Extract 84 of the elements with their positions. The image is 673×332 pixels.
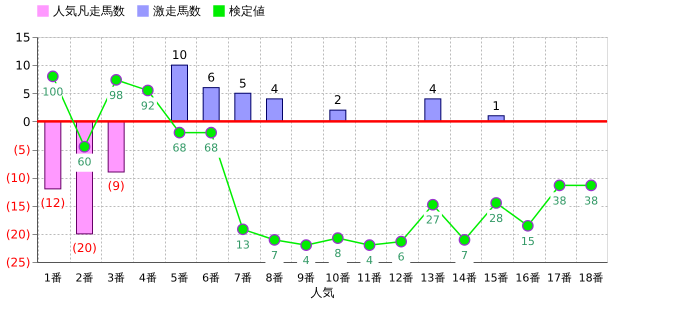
data-label: 6 bbox=[398, 250, 405, 264]
data-label: 5 bbox=[239, 76, 247, 90]
data-label: 68 bbox=[204, 142, 218, 155]
bar bbox=[424, 98, 442, 122]
data-label: 2 bbox=[334, 93, 342, 108]
legend-label: 検定値 bbox=[229, 4, 265, 18]
x-tick-label: 4番 bbox=[138, 272, 157, 284]
point bbox=[332, 232, 344, 244]
legend-label: 激走馬数 bbox=[153, 4, 201, 18]
data-label: (12) bbox=[40, 196, 66, 210]
data-label: 10 bbox=[172, 48, 188, 62]
data-label: (9) bbox=[108, 179, 125, 193]
point bbox=[205, 126, 218, 138]
y-tick-label: (10) bbox=[6, 171, 30, 186]
y-tick-label: (15) bbox=[6, 199, 30, 214]
x-tick-label: 6番 bbox=[202, 272, 220, 284]
data-label: 4 bbox=[302, 254, 310, 268]
y-tick-label: 10 bbox=[15, 58, 30, 73]
data-label: 92 bbox=[140, 99, 155, 112]
x-tick-label: 15番 bbox=[484, 272, 509, 284]
legend-label: 人気凡走馬数 bbox=[53, 4, 125, 18]
data-label: 1 bbox=[492, 98, 500, 113]
data-label: 38 bbox=[584, 194, 598, 208]
point bbox=[522, 220, 534, 232]
bar bbox=[202, 87, 220, 122]
y-tick-label: (5) bbox=[14, 143, 30, 157]
x-tick-label: 10番 bbox=[325, 272, 350, 284]
y-tick-label: 0 bbox=[22, 114, 30, 129]
point bbox=[110, 74, 122, 86]
bar bbox=[266, 98, 283, 122]
y-tick-label: (25) bbox=[6, 256, 30, 270]
data-label: 13 bbox=[236, 238, 250, 252]
point bbox=[236, 223, 249, 236]
point bbox=[174, 126, 186, 138]
point bbox=[268, 234, 280, 246]
y-tick-label: 15 bbox=[15, 30, 30, 44]
data-label: 4 bbox=[366, 254, 373, 268]
data-label: 27 bbox=[426, 214, 440, 227]
x-tick-label: 7番 bbox=[234, 272, 252, 284]
data-label: (20) bbox=[72, 240, 97, 255]
point bbox=[395, 236, 408, 248]
data-label: 4 bbox=[429, 82, 437, 96]
point bbox=[300, 239, 312, 251]
point bbox=[426, 198, 439, 211]
data-label: 60 bbox=[78, 156, 92, 169]
x-tick-label: 13番 bbox=[420, 272, 446, 284]
y-tick-label: 5 bbox=[22, 86, 30, 101]
point bbox=[364, 239, 376, 251]
data-label: 100 bbox=[42, 85, 64, 98]
x-tick-label: 2番 bbox=[76, 272, 94, 284]
x-tick-label: 1番 bbox=[44, 272, 62, 284]
bar bbox=[234, 92, 252, 122]
data-label: 38 bbox=[552, 194, 566, 208]
x-tick-label: 16番 bbox=[515, 272, 540, 284]
data-label: 98 bbox=[109, 88, 124, 102]
data-label: 8 bbox=[334, 247, 342, 260]
data-label: 6 bbox=[207, 70, 215, 85]
data-label: 28 bbox=[489, 212, 504, 225]
bar bbox=[108, 120, 125, 172]
x-tick-label: 3番 bbox=[107, 272, 126, 284]
point bbox=[585, 180, 598, 192]
bar bbox=[171, 64, 188, 122]
x-tick-label: 17番 bbox=[547, 272, 572, 284]
x-tick-label: 8番 bbox=[266, 272, 284, 284]
x-tick-label: 12番 bbox=[388, 272, 414, 284]
point bbox=[46, 70, 59, 82]
x-axis-title: 人気 bbox=[310, 286, 334, 300]
data-label: 7 bbox=[461, 248, 468, 262]
bar bbox=[44, 120, 62, 190]
x-tick-label: 11番 bbox=[357, 272, 382, 284]
data-label: 7 bbox=[271, 248, 278, 262]
x-tick-label: 14番 bbox=[452, 272, 477, 284]
data-label: 68 bbox=[172, 142, 186, 155]
data-label: 15 bbox=[520, 234, 535, 248]
point bbox=[490, 197, 502, 209]
point bbox=[458, 234, 470, 246]
x-tick-label: 9番 bbox=[297, 272, 316, 284]
point bbox=[142, 84, 154, 96]
x-tick-label: 5番 bbox=[170, 272, 188, 284]
data-label: 4 bbox=[270, 82, 278, 96]
y-tick-label: (20) bbox=[6, 227, 30, 242]
point bbox=[78, 140, 90, 153]
x-tick-label: 18番 bbox=[578, 272, 604, 284]
point bbox=[554, 180, 566, 192]
